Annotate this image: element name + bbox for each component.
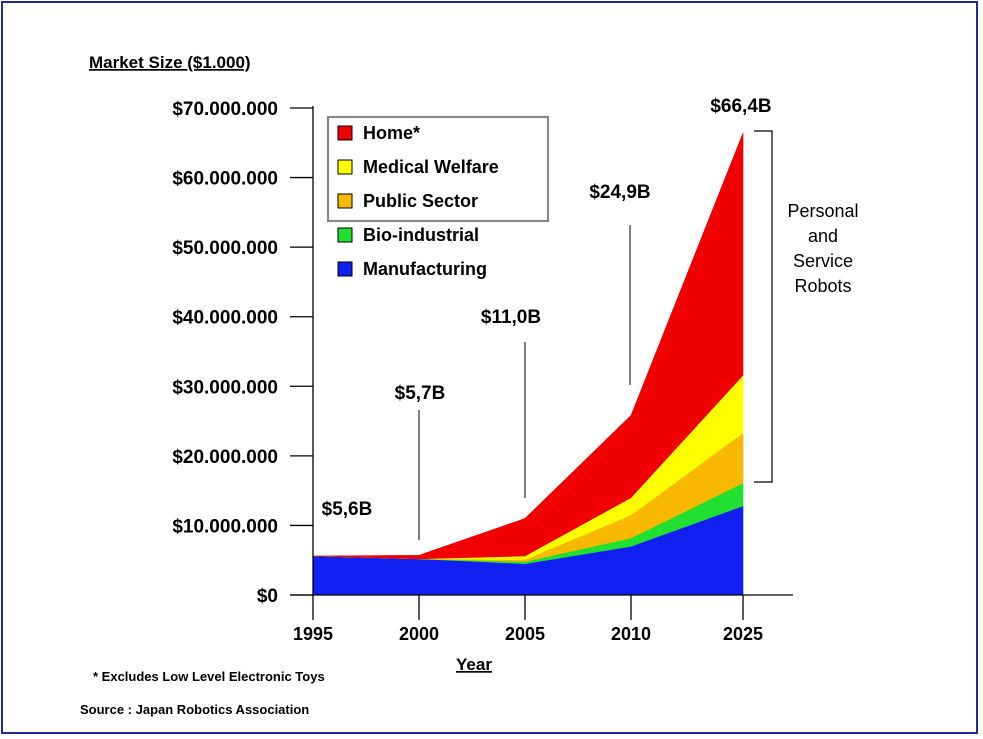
value-label: $5,6B — [322, 499, 373, 520]
legend-swatch — [337, 159, 353, 175]
legend-box — [326, 115, 550, 223]
legend-label: Bio-industrial — [363, 225, 479, 245]
x-tick-label: 2025 — [723, 624, 763, 644]
y-tick-label: $70.000.000 — [172, 99, 278, 120]
x-tick-label: 2000 — [399, 624, 439, 644]
value-label: $11,0B — [481, 307, 541, 328]
chart-annotations: $5,6B $5,7B $11,0B $24,9B $66,4B Personal and S… — [322, 96, 859, 540]
x-tick-label: 2005 — [505, 624, 545, 644]
legend-label: Public Sector — [363, 191, 478, 211]
y-tick-label: $10.000.000 — [172, 516, 278, 537]
chart-legend: Home* Medical Welfare Public Sector Bio-ind… — [326, 115, 550, 279]
legend-swatch — [337, 227, 353, 243]
value-label: $66,4B — [710, 96, 771, 117]
chart-axes: $0 $10.000.000 $20.000.000 $30.000.000 $40.0… — [172, 99, 793, 644]
value-label: $5,7B — [395, 383, 446, 404]
y-tick-label: $20.000.000 — [172, 447, 278, 468]
y-tick-label: $30.000.000 — [172, 377, 278, 398]
legend-label: Manufacturing — [363, 259, 487, 279]
area-home — [312, 132, 744, 560]
y-tick-label: $40.000.000 — [172, 308, 278, 329]
bracket-label-line: Personal — [787, 201, 858, 221]
x-tick-label: 1995 — [293, 624, 333, 644]
service-robots-bracket — [754, 130, 773, 483]
bracket-label-line: Robots — [794, 276, 851, 296]
y-tick-label: $50.000.000 — [172, 238, 278, 259]
y-tick-label: $60.000.000 — [172, 169, 278, 190]
legend-swatch — [337, 125, 353, 141]
source-note: Source : Japan Robotics Association — [80, 702, 309, 717]
x-tick-label: 2010 — [611, 624, 651, 644]
bracket-label-line: and — [808, 226, 838, 246]
legend-label: Medical Welfare — [363, 157, 499, 177]
legend-swatch — [337, 193, 353, 209]
bracket-label-line: Service — [793, 251, 853, 271]
y-axis-title: Market Size ($1.000) — [89, 53, 251, 72]
legend-label: Home* — [363, 123, 420, 143]
x-axis-title: Year — [456, 655, 492, 674]
value-label: $24,9B — [589, 182, 650, 203]
y-tick-label: $0 — [257, 586, 278, 607]
chart-areas — [312, 132, 744, 596]
footnote: * Excludes Low Level Electronic Toys — [93, 669, 325, 684]
legend-swatch — [337, 261, 353, 277]
